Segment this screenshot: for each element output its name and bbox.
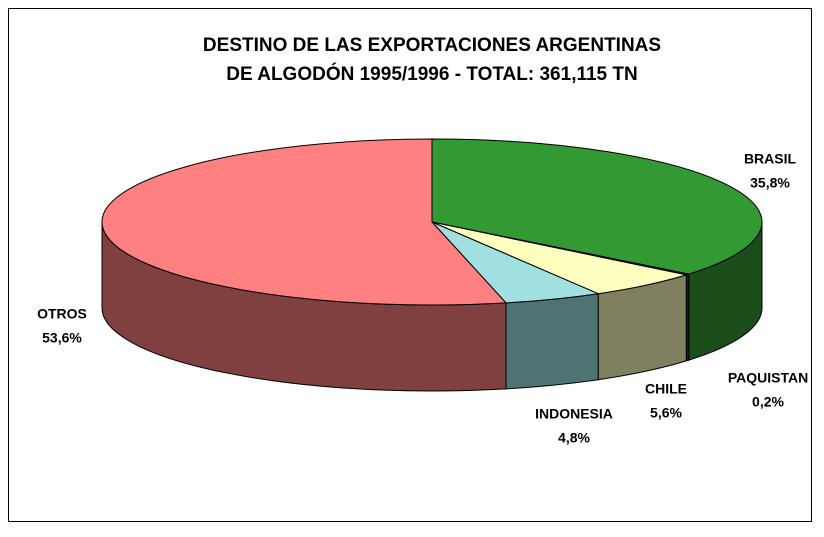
slice-label: INDONESIA — [535, 406, 613, 422]
slice-value-label: 4,8% — [558, 430, 590, 446]
chart-title: DE ALGODÓN 1995/1996 - TOTAL: 361,115 TN — [226, 63, 637, 85]
pie-side — [505, 293, 599, 390]
slice-label: PAQUISTAN — [728, 370, 808, 386]
slice-value-label: 0,2% — [752, 394, 784, 410]
chart-title: DESTINO DE LAS EXPORTACIONES ARGENTINAS — [203, 35, 661, 56]
slice-value-label: 5,6% — [650, 405, 682, 421]
slice-value-label: 35,8% — [750, 175, 790, 191]
pie-slice — [431, 138, 763, 275]
slice-label: BRASIL — [744, 151, 797, 167]
slice-label: CHILE — [645, 381, 687, 397]
slice-value-label: 53,6% — [42, 330, 82, 346]
slice-label: OTROS — [37, 306, 87, 322]
pie-slice — [101, 138, 508, 306]
